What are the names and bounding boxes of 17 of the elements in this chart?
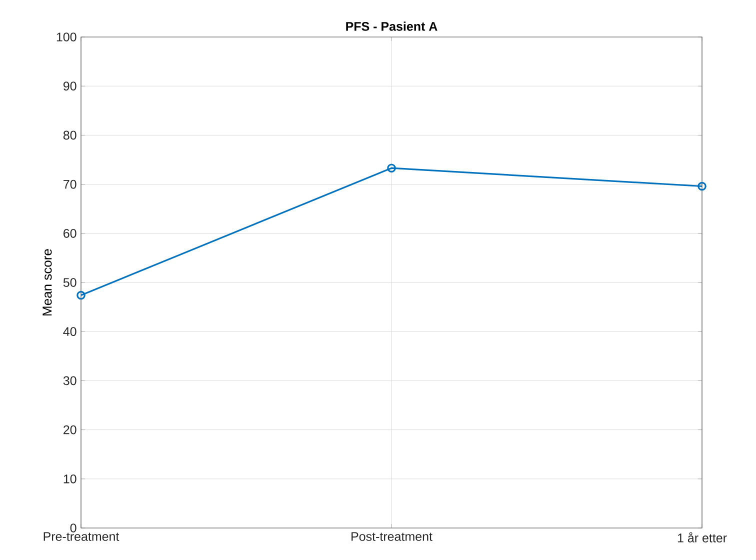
y-tick-label: 40	[63, 327, 76, 336]
y-tick-label: 80	[63, 130, 76, 140]
y-tick-label: 100	[56, 32, 76, 42]
x-tick-label: 1 år etter	[678, 532, 727, 542]
y-tick-label: 60	[64, 228, 76, 238]
y-tick-label: 0	[70, 524, 76, 532]
y-tick-label: 10	[64, 474, 76, 484]
y-tick-label: 90	[63, 82, 76, 91]
point	[387, 164, 396, 172]
x-tick-label: Post-treatment	[352, 532, 432, 541]
y-tick-label: 50	[63, 278, 76, 287]
y-axis-title: Mean score	[42, 249, 52, 316]
y-tick-label: 20	[64, 425, 76, 434]
y-tick-label: 30	[63, 376, 76, 386]
chart-title: PFS - Pasient A	[346, 22, 438, 31]
x-tick-label: Pre-treatment	[44, 532, 120, 541]
y-tick-label: 70	[64, 180, 76, 189]
